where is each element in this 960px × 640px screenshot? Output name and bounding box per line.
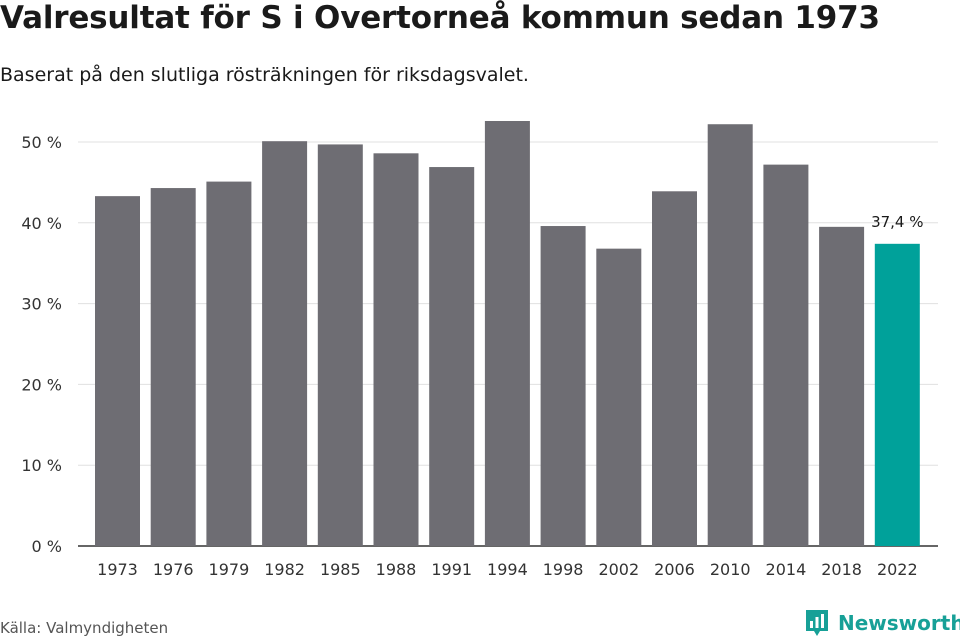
x-axis-ticks: 1973 1976 1979 1982 1985 1988 1991 1994 1998 2002… [97, 560, 918, 579]
x-tick-label: 1973 [97, 560, 138, 579]
bar-chart: 37,4 % 1973 1976 1979 1982 1985 1988 1991 1994 1… [21, 120, 938, 579]
chart-subtitle: Baserat på den slutliga rösträkningen fö… [0, 64, 529, 86]
x-tick-label: 2010 [710, 560, 751, 579]
x-tick-label: 2002 [598, 560, 639, 579]
bar-2010 [707, 124, 753, 546]
bar-2022 [874, 243, 920, 547]
bar-1976 [150, 188, 196, 546]
bar-2006 [652, 191, 697, 546]
y-tick-label: 10 % [21, 456, 62, 475]
newsworthy-logo-text: Newsworthy [838, 611, 960, 635]
bars [95, 120, 920, 547]
bar-1988 [373, 153, 419, 546]
y-tick-label: 0 % [32, 537, 62, 556]
x-tick-label: 2006 [654, 560, 695, 579]
source-note: Källa: Valmyndigheten [0, 619, 169, 637]
bar-1985 [317, 144, 363, 546]
y-tick-label: 30 % [21, 295, 62, 314]
chart-title: Valresultat för S i Overtorneå kommun se… [0, 0, 880, 36]
x-tick-label: 2014 [766, 560, 807, 579]
y-tick-label: 40 % [21, 214, 62, 233]
bar-2014 [763, 164, 809, 546]
data-labels: 37,4 % [871, 213, 923, 231]
x-tick-label: 1994 [487, 560, 528, 579]
bar-1998 [540, 226, 586, 547]
x-tick-label: 1998 [543, 560, 584, 579]
x-tick-label: 2022 [877, 560, 918, 579]
x-tick-label: 1979 [209, 560, 250, 579]
bar-1991 [429, 167, 475, 546]
x-tick-label: 1982 [264, 560, 305, 579]
bar-1979 [206, 181, 252, 547]
newsworthy-logo: Newsworthy [804, 608, 960, 638]
y-tick-label: 20 % [21, 375, 62, 394]
y-axis-ticks: 0 % 10 % 20 % 30 % 40 % 50 % [21, 133, 62, 556]
y-tick-label: 50 % [21, 133, 62, 152]
bar-1982 [262, 141, 308, 546]
x-tick-label: 2018 [821, 560, 862, 579]
bar-2018 [819, 226, 865, 546]
bar-2002 [596, 248, 642, 546]
x-tick-label: 1976 [153, 560, 194, 579]
x-tick-label: 1985 [320, 560, 361, 579]
data-label: 37,4 % [871, 213, 923, 231]
x-tick-label: 1991 [431, 560, 472, 579]
bar-1973 [95, 196, 140, 547]
newsworthy-logo-icon [806, 610, 828, 636]
x-tick-label: 1988 [376, 560, 417, 579]
bar-1994 [484, 120, 530, 546]
